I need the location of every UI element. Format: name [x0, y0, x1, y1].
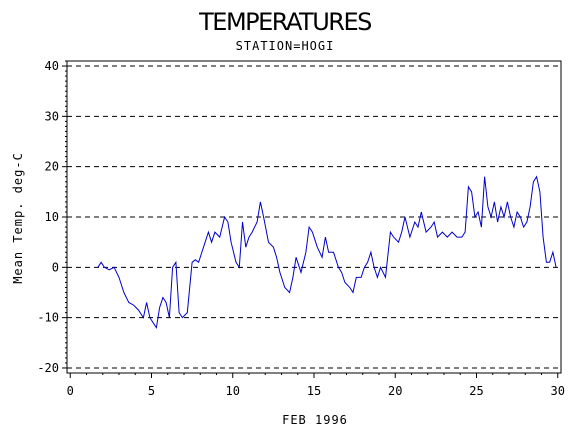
y-tick-label: 20 — [45, 160, 59, 174]
y-tick-label: 0 — [52, 260, 59, 274]
y-tick-label: 10 — [45, 210, 59, 224]
y-tick-label: 30 — [45, 109, 59, 123]
x-tick-label: 5 — [148, 384, 155, 398]
x-tick-label: 15 — [307, 384, 321, 398]
x-tick-label: 30 — [551, 384, 565, 398]
temperature-series-line — [97, 175, 557, 330]
y-axis-label: Mean Temp. deg-C — [11, 152, 25, 284]
chart-title: TEMPERATURES — [198, 8, 371, 36]
y-tick-label: -20 — [37, 361, 59, 375]
x-tick-label: 25 — [469, 384, 483, 398]
y-tick-label: 40 — [45, 59, 59, 73]
chart-subtitle: STATION=HOGI — [236, 39, 335, 53]
y-axis: -20 -10 0 10 20 30 40 — [37, 59, 67, 375]
x-tick-label: 0 — [67, 384, 74, 398]
y-tick-label: -10 — [37, 311, 59, 325]
x-tick-label: 10 — [226, 384, 240, 398]
x-tick-label: 20 — [388, 384, 402, 398]
gridlines — [67, 65, 561, 369]
x-axis: 0 5 10 15 20 25 30 — [67, 373, 565, 398]
x-axis-label: FEB 1996 — [282, 413, 348, 427]
